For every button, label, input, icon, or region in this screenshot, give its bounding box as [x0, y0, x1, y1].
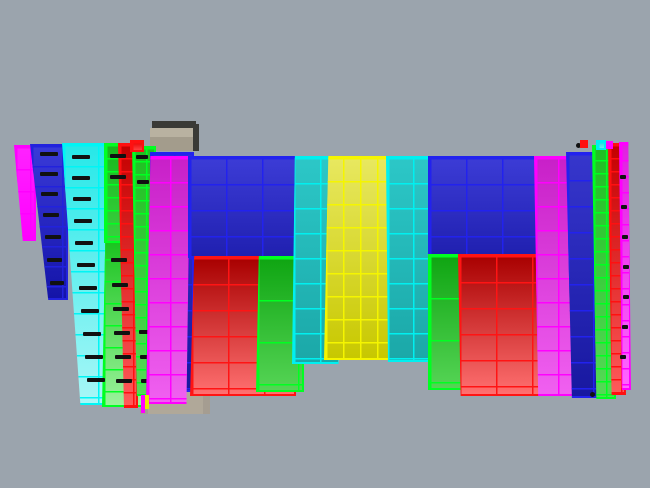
- deck-block-edge: [193, 124, 199, 151]
- left-wing-drip-yellow: [145, 395, 149, 409]
- deck-block-face: [150, 137, 198, 151]
- right-wing-node-cap-magenta: [606, 141, 613, 149]
- span-band-yellow-center[interactable]: [324, 156, 396, 360]
- span-band-red-right[interactable]: [458, 254, 546, 396]
- span-band-blue-left[interactable]: [188, 156, 298, 258]
- node-marker-bottom-right: [590, 392, 595, 397]
- span-band-magenta-left[interactable]: [146, 156, 190, 404]
- span-band-cyan-right[interactable]: [386, 156, 436, 362]
- deck-block-top: [150, 128, 198, 138]
- left-wing-drip-magenta: [141, 395, 145, 413]
- left-wing-band-red-accent[interactable]: [130, 140, 144, 152]
- node-marker-top-right: [576, 143, 581, 148]
- right-wing-band-cyan[interactable]: [596, 140, 606, 150]
- right-wing-node-cap-red: [580, 140, 588, 148]
- span-band-blue-right[interactable]: [428, 156, 538, 256]
- left-wing-band-cyan[interactable]: [62, 143, 108, 405]
